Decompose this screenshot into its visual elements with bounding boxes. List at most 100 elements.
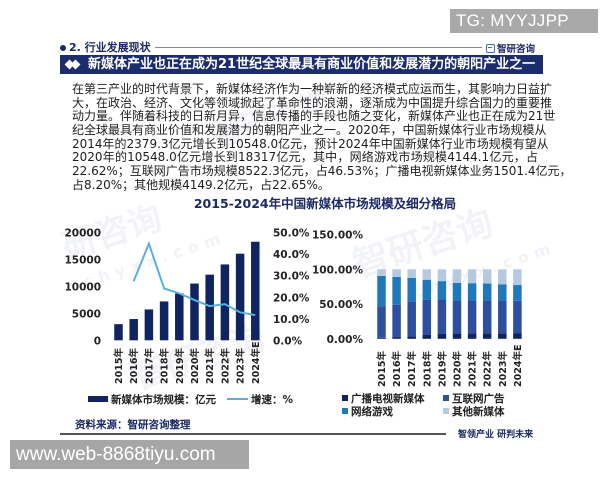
x-axis-label: 2018年 <box>159 348 171 384</box>
stacked-segment <box>482 283 492 301</box>
left-y-tick-label: 0 <box>94 335 101 347</box>
stacked-segment <box>513 333 522 339</box>
legend-swatch <box>443 395 449 401</box>
paragraph-line: 在第三产业的时代背景下，新媒体经济作为一种崭新的经济模式应运而生，其影响力日益扩 <box>72 82 553 96</box>
paragraph-line: 动力量。伴随着科技的日新月异，信息传播的手段也随之变化，新媒体产业也正在成为21… <box>72 109 556 124</box>
x-axis-label: 2023年 <box>235 348 247 384</box>
bar-market-size <box>190 283 199 341</box>
right-y-tick-label: 50.0% <box>273 228 310 240</box>
stacked-segment <box>482 269 492 284</box>
logo-text: 智研咨询 <box>497 44 536 55</box>
top-right-tag: TG: MYYJJPP <box>450 9 598 33</box>
bar-market-size <box>159 301 169 341</box>
right-y-tick-label: 10.0% <box>273 314 310 326</box>
legend-label: 其他新媒体 <box>452 405 505 418</box>
stacked-segment <box>407 277 416 302</box>
x-axis-label: 2021年 <box>467 351 479 387</box>
stacked-segment <box>437 281 447 300</box>
banner-title: 新媒体产业也正在成为21世纪全球最具有商业价值和发展潜力的朝阳产业之一 <box>88 57 536 72</box>
right-y-tick-label: 0.0% <box>273 335 303 347</box>
paragraph-line: 2020年的10548.0亿元增长到18317亿元，其中，网络游戏市场规模414… <box>72 150 538 165</box>
x-axis-label: 2023年 <box>497 351 509 387</box>
stacked-segment <box>467 333 477 339</box>
right-y-tick-label: 30.0% <box>273 271 310 283</box>
stacked-segment <box>377 275 386 307</box>
stacked-segment <box>392 269 401 277</box>
segment-share-chart: 0.00% 50.00% 100.00% 150.00% 2015年 2016年 2017年… <box>312 230 524 418</box>
y-tick-label: 50.00% <box>319 299 363 311</box>
stacked-segment <box>452 282 462 301</box>
x-axis-label: 2019年 <box>436 351 448 387</box>
stacked-segment <box>407 301 416 337</box>
x-axis-label: 2017年 <box>143 348 155 384</box>
legend-label: 广播电视新媒体 <box>351 392 425 405</box>
legend-swatch <box>342 395 348 401</box>
stacked-segment <box>377 337 386 339</box>
stacked-segment <box>392 337 401 339</box>
y-tick-label: 0.00% <box>327 334 364 346</box>
stacked-segment <box>437 269 447 282</box>
body-paragraph: 在第三产业的时代背景下，新媒体经济作为一种崭新的经济模式应运而生，其影响力日益扩… <box>72 82 572 193</box>
stacked-segment <box>498 333 507 339</box>
paragraph-line: 大，在政治、经济、文化等领域掀起了革命性的浪潮，逐渐成为中国提升综合国力的重要推 <box>72 95 553 110</box>
paragraph-line: 占8.20%；其他规模4149.2亿元，占22.65%。 <box>72 177 330 192</box>
stacked-segment <box>377 306 386 338</box>
stacked-segment <box>422 334 432 339</box>
stacked-segment <box>513 269 522 286</box>
bar-market-size <box>129 319 138 341</box>
paragraph-line: 纪全球最具有商业价值和发展潜力的朝阳产业之一。2020年，中国新媒体行业市场规模… <box>72 123 547 138</box>
legend-label: 新媒体市场规模：亿元 <box>111 393 216 406</box>
bar-market-size <box>144 309 154 341</box>
paragraph-line: 2014年的2379.3亿元增长到10548.0亿元，预计2024年中国新媒体行… <box>72 136 549 151</box>
y-tick-label: 100.00% <box>312 264 364 276</box>
legend-swatch <box>342 408 348 414</box>
chart-title: 2015-2024年中国新媒体市场规模及细分格局 <box>193 196 457 211</box>
legend-label: 互联网广告 <box>452 392 505 405</box>
section-title: 2. 行业发展现状 <box>69 41 151 54</box>
stacked-segment <box>407 269 416 278</box>
x-axis-label: 2016年 <box>391 351 403 387</box>
stacked-segment <box>392 304 401 338</box>
left-y-tick-label: 10000 <box>64 282 101 294</box>
stacked-segment <box>452 300 462 334</box>
left-y-tick-label: 15000 <box>64 255 101 267</box>
brand-logo: 智研咨询 <box>486 41 535 55</box>
bar-market-size <box>235 253 245 341</box>
x-axis-label: 2019年 <box>174 348 186 384</box>
x-axis-label: 2015年 <box>376 351 388 387</box>
growth-rate-line <box>132 240 256 317</box>
stacked-segment <box>467 283 477 301</box>
stacked-segment <box>498 284 507 301</box>
stacked-segment <box>467 269 477 284</box>
market-size-chart: 0 5000 10000 15000 20000 0.0% 10.0% 20.0% 30.0% 4… <box>64 228 309 406</box>
bullet-icon <box>60 45 66 51</box>
stacked-segment <box>452 269 462 283</box>
bar-market-size <box>114 324 123 341</box>
stacked-segment <box>452 333 462 339</box>
legend-bar-swatch <box>88 396 108 402</box>
stacked-segment <box>377 269 386 276</box>
stacked-segment <box>437 333 447 339</box>
stacked-segment <box>482 300 492 334</box>
stacked-segment <box>422 269 432 280</box>
stacked-segment <box>482 333 492 339</box>
slogan: 智领产业 研判未来 <box>458 430 534 440</box>
x-axis-label: 2018年 <box>421 351 433 387</box>
bottom-url-tag: www.web-8868tiyu.com <box>10 440 249 469</box>
stacked-segment <box>392 276 401 305</box>
header-divider <box>155 47 482 48</box>
x-axis-label: 2022年 <box>482 351 494 387</box>
x-axis-label: 2017年 <box>406 351 418 387</box>
x-axis-label: 2020年 <box>452 351 464 387</box>
bar-market-size <box>205 274 214 341</box>
left-y-tick-label: 5000 <box>72 308 101 320</box>
stacked-segment <box>422 279 432 300</box>
stacked-segment <box>513 300 522 334</box>
x-axis-label: 2021年 <box>204 348 216 384</box>
legend-label: 网络游戏 <box>351 405 393 418</box>
stacked-segment <box>513 285 522 301</box>
legend-label: 增速：% <box>251 393 293 406</box>
right-y-tick-label: 20.0% <box>273 292 310 304</box>
right-y-tick-label: 40.0% <box>273 249 310 261</box>
